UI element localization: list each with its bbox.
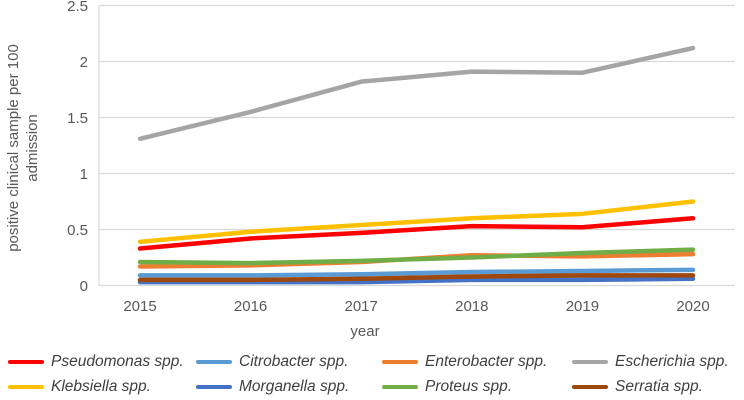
legend-item-pseudomonas: Pseudomonas spp. [8, 353, 196, 371]
legend-swatch-serratia [572, 384, 608, 389]
series-line-proteus-spp [137, 247, 696, 266]
series-line-klebsiella-spp [137, 199, 696, 245]
legend-item-escherichia: Escherichia spp. [572, 353, 740, 371]
legend-label-escherichia: Escherichia spp. [615, 352, 729, 370]
chart-legend: Pseudomonas spp. Citrobacter spp. Entero… [8, 349, 740, 399]
y-tick-label-1: 1 [80, 166, 88, 183]
legend-label-morganella: Morganella spp. [239, 377, 350, 395]
x-axis-tick-labels: 2015 2016 2017 2018 2019 2020 [123, 298, 709, 315]
legend-label-klebsiella: Klebsiella spp. [51, 377, 151, 395]
legend-label-pseudomonas: Pseudomonas spp. [51, 352, 184, 370]
legend-label-serratia: Serratia spp. [615, 377, 703, 395]
y-tick-label-2.5: 2.5 [67, 0, 88, 15]
x-axis-title: year [350, 323, 379, 340]
series-line-pseudomonas-spp [137, 216, 696, 251]
chart-svg: positive clinical sample per 100 admissi… [5, 0, 735, 340]
x-tick-label-2017: 2017 [345, 298, 378, 315]
series-line-serratia-spp [137, 273, 696, 283]
y-tick-label-2: 2 [80, 54, 88, 71]
y-tick-label-1.5: 1.5 [67, 110, 88, 127]
series-line-escherichia-spp [137, 45, 696, 142]
y-tick-label-0: 0 [80, 278, 88, 295]
y-axis-title-line1: positive clinical sample per 100 [5, 44, 22, 252]
legend-item-klebsiella: Klebsiella spp. [8, 378, 196, 396]
legend-label-proteus: Proteus spp. [425, 377, 513, 395]
x-tick-label-2016: 2016 [234, 298, 267, 315]
legend-label-citrobacter: Citrobacter spp. [239, 352, 349, 370]
x-tick-label-2020: 2020 [676, 298, 709, 315]
legend-item-serratia: Serratia spp. [572, 378, 740, 396]
legend-swatch-proteus [382, 384, 418, 389]
y-axis-title-line2: admission [24, 114, 41, 182]
x-tick-label-2018: 2018 [455, 298, 488, 315]
y-tick-label-0.5: 0.5 [67, 222, 88, 239]
legend-swatch-escherichia [572, 359, 608, 364]
legend-item-enterobacter: Enterobacter spp. [382, 353, 572, 371]
legend-swatch-citrobacter [196, 359, 232, 364]
x-tick-label-2015: 2015 [123, 298, 156, 315]
series-lines [137, 45, 696, 285]
legend-item-proteus: Proteus spp. [382, 378, 572, 396]
legend-swatch-pseudomonas [8, 359, 44, 364]
legend-swatch-klebsiella [8, 384, 44, 389]
series-line-citrobacter-spp [137, 267, 696, 278]
gridlines [98, 4, 735, 287]
y-axis-tick-labels: 0 0.5 1 1.5 2 2.5 [67, 0, 88, 295]
legend-item-morganella: Morganella spp. [196, 378, 382, 396]
legend-swatch-morganella [196, 384, 232, 389]
legend-item-citrobacter: Citrobacter spp. [196, 353, 382, 371]
x-tick-label-2019: 2019 [566, 298, 599, 315]
legend-swatch-enterobacter [382, 359, 418, 364]
legend-label-enterobacter: Enterobacter spp. [425, 352, 548, 370]
